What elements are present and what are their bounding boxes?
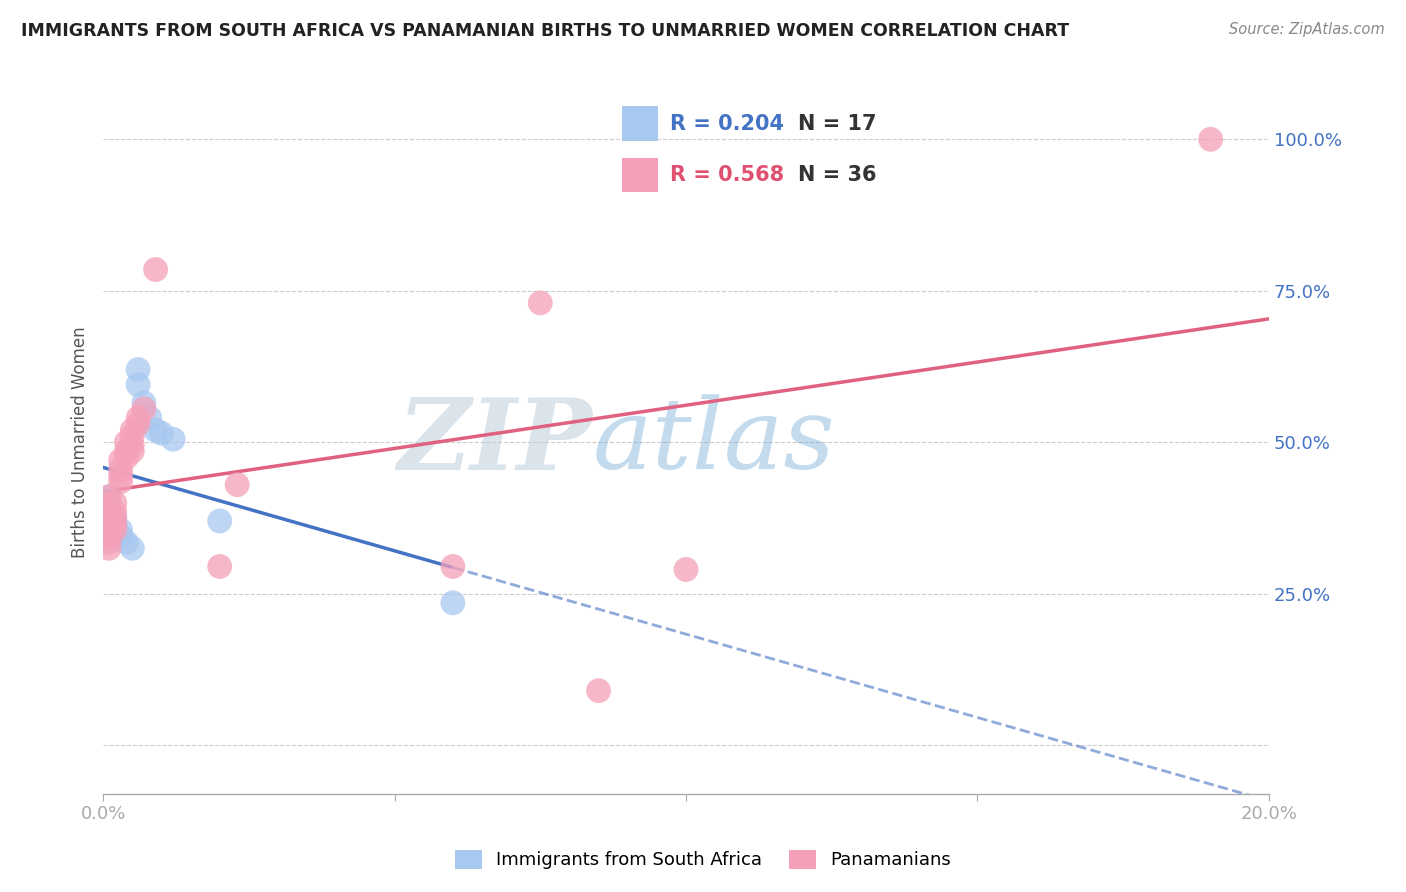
Point bbox=[150, 426, 173, 441]
Point bbox=[110, 529, 132, 543]
Legend: Immigrants from South Africa, Panamanians: Immigrants from South Africa, Panamanian… bbox=[446, 841, 960, 879]
Text: IMMIGRANTS FROM SOUTH AFRICA VS PANAMANIAN BIRTHS TO UNMARRIED WOMEN CORRELATION: IMMIGRANTS FROM SOUTH AFRICA VS PANAMANI… bbox=[21, 22, 1069, 40]
Point bbox=[97, 516, 120, 531]
Text: Source: ZipAtlas.com: Source: ZipAtlas.com bbox=[1229, 22, 1385, 37]
Point bbox=[127, 411, 149, 425]
Point bbox=[226, 477, 249, 491]
Point bbox=[97, 529, 120, 543]
Point bbox=[97, 511, 120, 525]
Point bbox=[208, 514, 231, 528]
Point bbox=[121, 438, 143, 452]
Point bbox=[97, 505, 120, 519]
Point bbox=[441, 559, 464, 574]
Point bbox=[97, 541, 120, 556]
Point bbox=[127, 377, 149, 392]
Point bbox=[121, 444, 143, 458]
Text: ZIP: ZIP bbox=[398, 394, 593, 491]
Point bbox=[121, 423, 143, 437]
Point bbox=[97, 523, 120, 537]
Point bbox=[115, 444, 138, 458]
Point bbox=[97, 535, 120, 549]
Point bbox=[1199, 132, 1222, 146]
Y-axis label: Births to Unmarried Women: Births to Unmarried Women bbox=[72, 326, 89, 558]
Point bbox=[97, 490, 120, 504]
Point bbox=[110, 462, 132, 476]
Point bbox=[104, 520, 127, 534]
Point bbox=[675, 562, 697, 576]
Point bbox=[529, 296, 551, 310]
Point bbox=[441, 596, 464, 610]
Point bbox=[132, 396, 155, 410]
Point bbox=[121, 429, 143, 443]
Point bbox=[588, 683, 610, 698]
Point bbox=[104, 496, 127, 510]
Point bbox=[110, 523, 132, 537]
Point bbox=[145, 262, 167, 277]
Point bbox=[115, 535, 138, 549]
Point bbox=[127, 417, 149, 431]
Point bbox=[208, 559, 231, 574]
Point bbox=[104, 516, 127, 531]
Point bbox=[97, 490, 120, 504]
Point bbox=[104, 505, 127, 519]
Point bbox=[132, 401, 155, 416]
Point bbox=[104, 511, 127, 525]
Point bbox=[104, 511, 127, 525]
Point bbox=[145, 423, 167, 437]
Point bbox=[139, 411, 162, 425]
Point bbox=[110, 453, 132, 467]
Text: atlas: atlas bbox=[593, 394, 835, 490]
Point bbox=[162, 432, 184, 446]
Point bbox=[121, 541, 143, 556]
Point bbox=[97, 499, 120, 513]
Point bbox=[110, 475, 132, 489]
Point bbox=[110, 468, 132, 483]
Point bbox=[104, 523, 127, 537]
Point bbox=[97, 505, 120, 519]
Point bbox=[115, 435, 138, 450]
Point bbox=[115, 450, 138, 465]
Point bbox=[127, 362, 149, 376]
